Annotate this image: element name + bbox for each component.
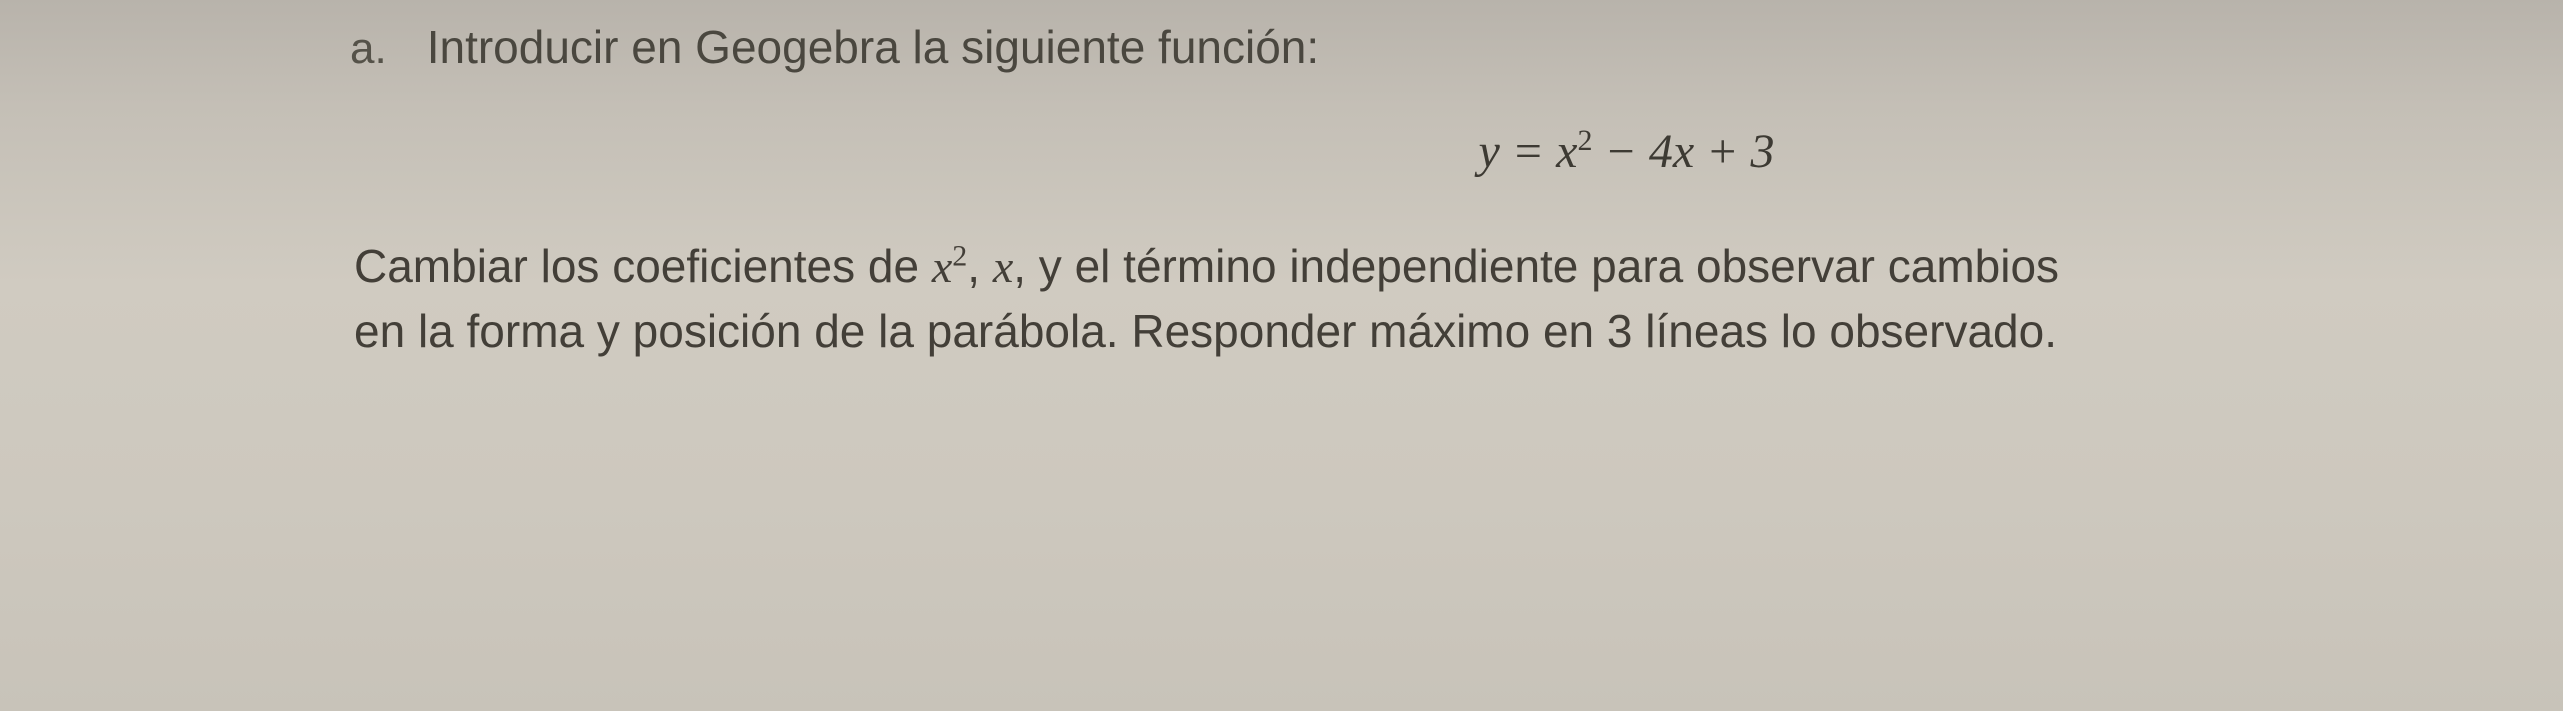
equation-term3: + 3: [1694, 125, 1774, 178]
instruction-text: Introducir en Geogebra la siguiente func…: [427, 20, 1319, 74]
item-marker: a.: [350, 24, 387, 74]
equation-term1-var: x: [1556, 125, 1577, 178]
equation-term1-exp: 2: [1577, 124, 1592, 157]
body-paragraph: Cambiar los coeficientes de x2, x, y el …: [354, 234, 2383, 364]
body-part1: Cambiar los coeficientes de: [354, 240, 932, 292]
equation-term2-var: x: [1673, 125, 1694, 178]
exercise-first-line: a. Introducir en Geogebra la siguiente f…: [350, 20, 2383, 74]
body-var2: x: [993, 241, 1013, 292]
equation-display: y = x2 − 4x + 3: [870, 124, 2383, 179]
equation-lhs: y: [1478, 125, 1499, 178]
body-part3: en la forma y posición de la parábola. R…: [354, 305, 2057, 357]
body-var1: x: [932, 241, 952, 292]
body-var1-exp: 2: [952, 240, 967, 273]
equation-equals: =: [1500, 125, 1556, 178]
body-comma1: ,: [967, 240, 993, 292]
equation-term2: − 4: [1592, 125, 1672, 178]
body-part2: , y el término independiente para observ…: [1013, 240, 2059, 292]
